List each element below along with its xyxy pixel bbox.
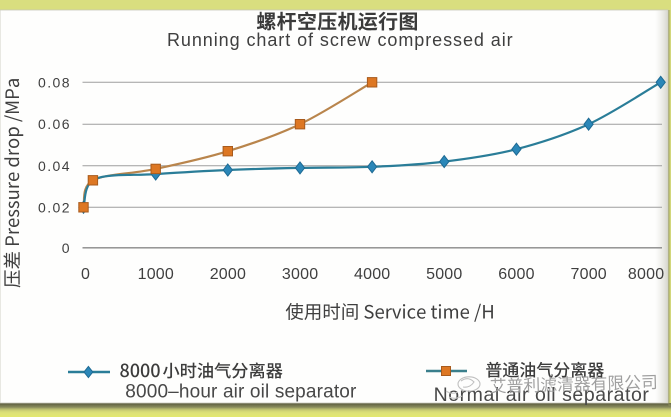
svg-text:4000: 4000 [354, 266, 390, 283]
svg-text:1000: 1000 [138, 266, 174, 283]
svg-text:Running chart of screw compres: Running chart of screw compressed air [167, 30, 514, 50]
svg-text:0.08: 0.08 [38, 74, 70, 90]
svg-text:8000: 8000 [628, 266, 664, 283]
svg-text:8000–hour air oil separator: 8000–hour air oil separator [125, 382, 357, 403]
svg-text:2000: 2000 [210, 266, 246, 283]
svg-text:0.04: 0.04 [38, 158, 70, 174]
svg-text:0: 0 [62, 240, 70, 256]
svg-text:0.02: 0.02 [38, 199, 70, 215]
svg-text:6000: 6000 [498, 266, 534, 283]
svg-text:7000: 7000 [571, 266, 607, 283]
svg-text:0.06: 0.06 [38, 116, 70, 132]
svg-text:3000: 3000 [282, 266, 318, 283]
svg-text:5000: 5000 [426, 266, 462, 283]
svg-text:0: 0 [81, 266, 90, 283]
